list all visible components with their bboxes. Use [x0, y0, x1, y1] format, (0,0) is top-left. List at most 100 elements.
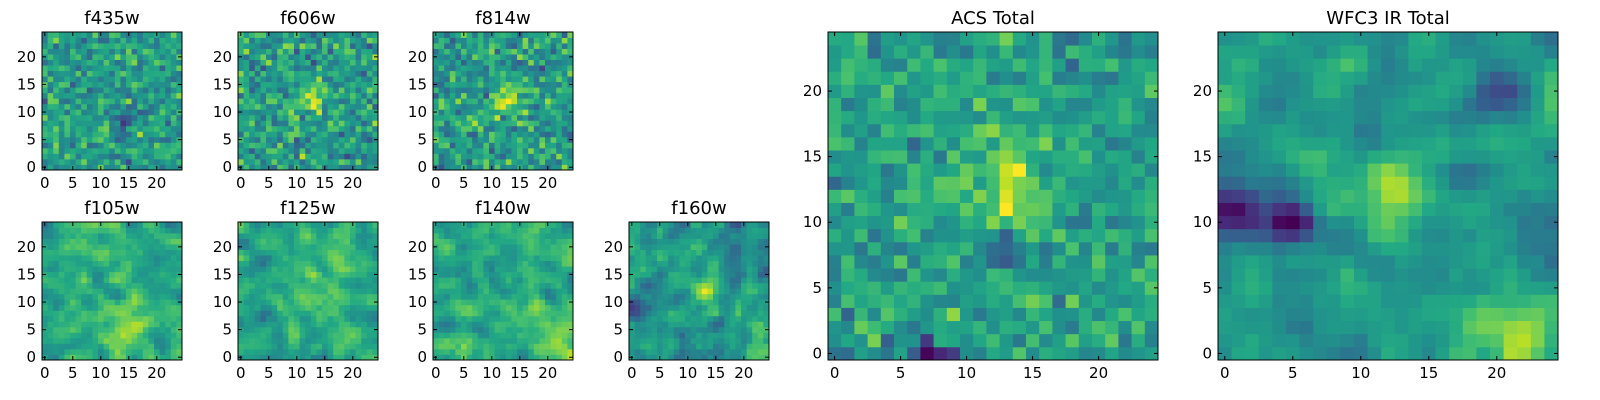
heatmap-cell — [489, 136, 495, 143]
heatmap-cell — [533, 153, 540, 160]
heatmap-cell — [53, 142, 60, 149]
heatmap-cell — [477, 244, 484, 250]
heatmap-cell — [288, 153, 295, 160]
heatmap-cell — [176, 70, 183, 77]
heatmap-cell — [539, 271, 546, 278]
heatmap-cell — [494, 92, 501, 99]
heatmap-cell — [338, 48, 345, 55]
heatmap-cell — [327, 164, 334, 171]
heatmap-cell — [449, 299, 456, 306]
heatmap-cell — [70, 348, 76, 355]
heatmap-cell — [1078, 294, 1093, 308]
heatmap-cell — [154, 70, 160, 77]
heatmap-cell — [249, 293, 256, 300]
heatmap-cell — [528, 125, 535, 132]
heatmap-cell — [53, 255, 60, 262]
heatmap-cell — [310, 136, 317, 143]
heatmap-cell — [729, 321, 736, 328]
heatmap-cell — [238, 288, 244, 295]
heatmap-cell — [165, 164, 172, 171]
heatmap-cell — [679, 293, 686, 300]
heatmap-cell — [114, 48, 121, 55]
heatmap-cell — [1092, 268, 1106, 282]
heatmap-cell — [243, 158, 250, 165]
heatmap-cell — [483, 348, 490, 355]
heatmap-cell — [64, 354, 71, 361]
heatmap-cell — [316, 81, 323, 88]
heatmap-cell — [528, 54, 535, 60]
heatmap-cell — [361, 266, 368, 273]
heatmap-cell — [696, 299, 703, 306]
heatmap-cell — [288, 332, 295, 339]
heatmap-cell — [142, 222, 149, 228]
heatmap-cell — [159, 282, 166, 289]
heatmap-cell — [466, 147, 473, 154]
heatmap-cell — [757, 293, 764, 300]
heatmap-cell — [64, 48, 71, 55]
heatmap-cell — [973, 228, 987, 243]
heatmap-cell — [517, 54, 523, 60]
heatmap-cell — [372, 255, 379, 262]
heatmap-cell — [243, 315, 250, 322]
heatmap-cell — [449, 337, 456, 344]
heatmap-cell — [735, 326, 742, 333]
heatmap-cell — [299, 233, 306, 239]
heatmap-cell — [1012, 333, 1027, 348]
heatmap-cell — [517, 103, 523, 110]
heatmap-cell — [154, 153, 160, 160]
heatmap-cell — [103, 158, 110, 165]
heatmap-cell — [528, 238, 535, 245]
heatmap-cell — [165, 147, 172, 154]
heatmap-cell — [299, 271, 306, 278]
heatmap-cell — [277, 249, 284, 256]
heatmap-cell — [322, 233, 328, 239]
heatmap-cell — [500, 158, 507, 165]
heatmap-cell — [271, 153, 278, 160]
heatmap-cell — [344, 315, 351, 322]
heatmap-cell — [433, 304, 439, 311]
heatmap-cell — [550, 255, 557, 262]
heatmap-cell — [763, 288, 770, 295]
heatmap-cell — [277, 43, 284, 49]
heatmap-cell — [489, 70, 495, 77]
heatmap-cell — [960, 163, 974, 177]
heatmap-cell — [696, 255, 703, 262]
heatmap-cell — [483, 293, 490, 300]
heatmap-cell — [657, 227, 663, 234]
heatmap-cell — [741, 315, 747, 322]
heatmap-cell — [120, 131, 127, 138]
heatmap-cell — [741, 326, 747, 333]
heatmap-cell — [165, 59, 172, 66]
heatmap-cell — [142, 244, 149, 250]
heatmap-cell — [500, 332, 507, 339]
heatmap-cell — [461, 244, 467, 250]
heatmap-cell — [316, 147, 323, 154]
heatmap-cell — [735, 255, 742, 262]
heatmap-cell — [973, 333, 987, 348]
heatmap-cell — [81, 54, 88, 60]
heatmap-cell — [98, 321, 104, 328]
heatmap-cell — [86, 81, 93, 88]
heatmap-cell — [556, 76, 563, 83]
heatmap-cell — [299, 153, 306, 160]
heatmap-cell — [260, 233, 267, 239]
heatmap-cell — [316, 266, 323, 273]
heatmap-cell — [746, 299, 753, 306]
heatmap-cell — [372, 142, 379, 149]
heatmap-cell — [528, 337, 535, 344]
heatmap-cell — [238, 238, 244, 245]
heatmap-cell — [355, 299, 362, 306]
heatmap-cell — [999, 320, 1014, 335]
heatmap-cell — [322, 48, 328, 55]
heatmap-cell — [338, 238, 345, 245]
heatmap-cell — [338, 282, 345, 289]
heatmap-cell — [729, 238, 736, 245]
y-tick-label: 0 — [417, 348, 427, 366]
heatmap-cell — [472, 142, 479, 149]
heatmap-cell — [517, 109, 523, 116]
heatmap-cell — [550, 260, 557, 267]
heatmap-cell — [1012, 241, 1027, 256]
heatmap-cell — [1039, 255, 1053, 269]
heatmap-cell — [142, 136, 149, 143]
